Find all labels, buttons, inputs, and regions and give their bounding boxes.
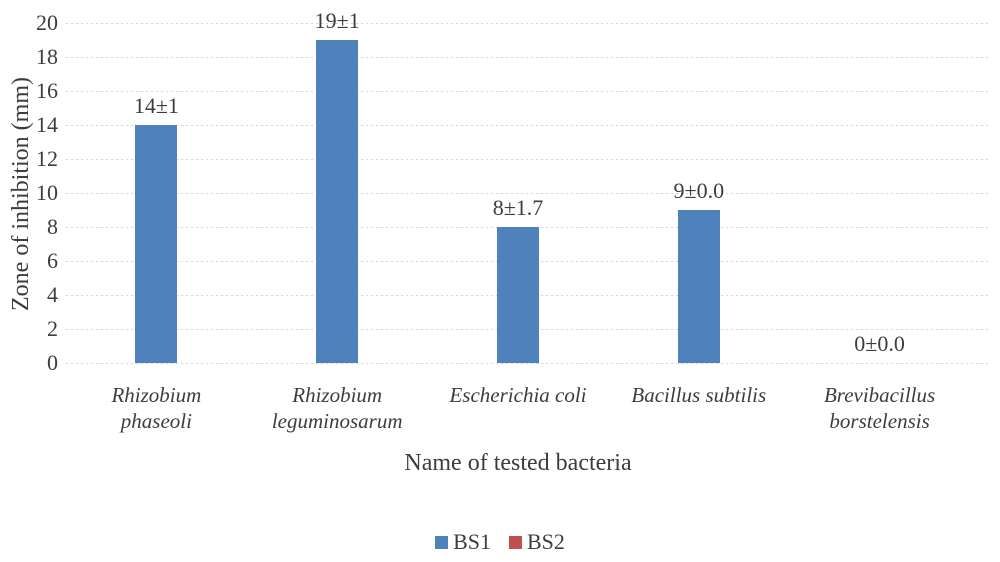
legend: BS1 BS2: [0, 529, 1000, 554]
bar-value-label: 0±0.0: [854, 331, 905, 356]
x-category-label-line: Brevibacillus: [823, 383, 936, 407]
bar-value-label: 19±1: [314, 8, 360, 33]
x-category-label: Brevibacillus borstelensis: [787, 382, 973, 434]
y-tick-label: 14: [36, 112, 58, 137]
x-category-label: Bacillus subtilis: [606, 382, 792, 408]
x-category-label-line: borstelensis: [829, 409, 930, 433]
legend-label-bs1: BS1: [453, 529, 491, 554]
x-category-label: Rhizobium phaseoli: [63, 382, 249, 434]
bar: [316, 40, 359, 363]
y-tick-label: 8: [47, 214, 58, 239]
legend-label-bs2: BS2: [527, 529, 565, 554]
legend-entry-bs2: BS2: [509, 529, 565, 554]
gridline: [66, 57, 990, 58]
x-category-label: Escherichia coli: [425, 382, 611, 408]
x-category-label-line: Bacillus subtilis: [631, 383, 767, 407]
x-category-label: Rhizobium leguminosarum: [244, 382, 430, 434]
gridline: [66, 193, 990, 194]
y-tick-label: 0: [47, 350, 58, 375]
gridline: [66, 159, 990, 160]
gridline: [66, 363, 990, 364]
gridline: [66, 91, 990, 92]
gridline: [66, 23, 990, 24]
y-tick-label: 20: [36, 10, 58, 35]
bar: [677, 210, 720, 363]
y-tick-label: 16: [36, 78, 58, 103]
bar-value-label: 8±1.7: [492, 195, 544, 220]
y-tick-label: 10: [36, 180, 58, 205]
x-category-label-line: Escherichia coli: [449, 383, 587, 407]
x-category-label-line: Rhizobium: [292, 383, 383, 407]
bar: [497, 227, 539, 363]
legend-entry-bs1: BS1: [435, 529, 491, 554]
bar-value-label: 14±1: [133, 93, 179, 118]
x-category-label-line: Rhizobium: [111, 383, 202, 407]
x-category-label-line: phaseoli: [120, 409, 192, 433]
y-tick-label: 6: [47, 248, 58, 273]
y-tick-label: 12: [36, 146, 58, 171]
y-tick-label: 4: [47, 282, 58, 307]
legend-swatch-bs1: [435, 535, 449, 549]
y-tick-label: 2: [47, 316, 58, 341]
y-tick-label: 18: [36, 44, 58, 69]
gridline: [66, 125, 990, 126]
bar-value-label: 9±0.0: [673, 178, 725, 203]
legend-swatch-bs2: [509, 535, 522, 549]
bar: [135, 125, 178, 363]
x-category-label-line: leguminosarum: [271, 409, 403, 433]
x-axis-title: Name of tested bacteria: [404, 450, 632, 476]
